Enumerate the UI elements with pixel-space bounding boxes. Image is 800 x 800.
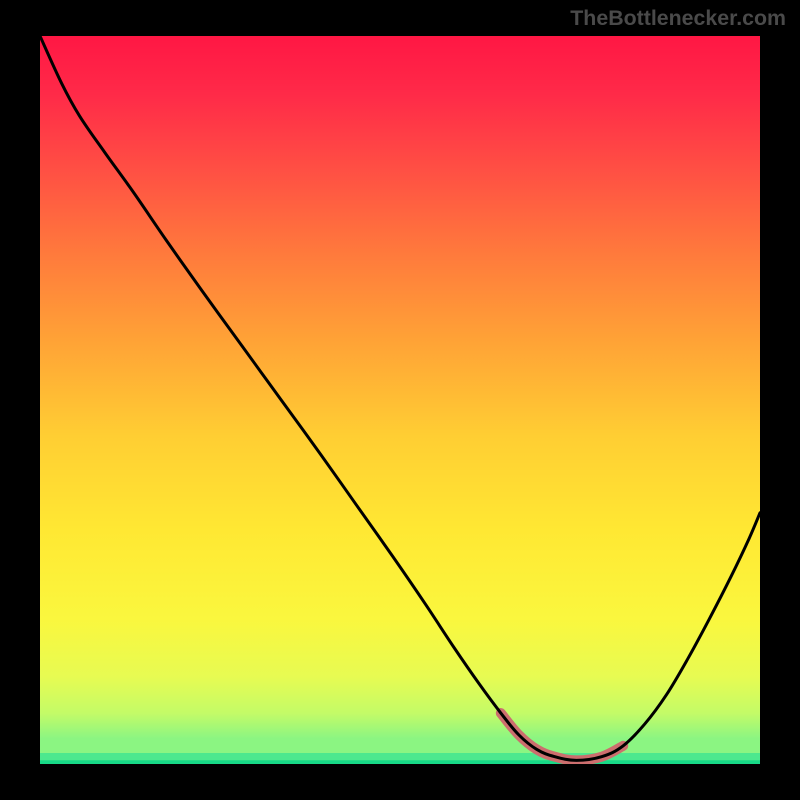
plot-background [40, 36, 760, 764]
watermark-text: TheBottlenecker.com [570, 6, 786, 31]
color-band [40, 739, 760, 754]
bottleneck-curve-chart [40, 36, 760, 764]
chart-container: TheBottlenecker.com [0, 0, 800, 800]
color-band [40, 753, 760, 760]
color-band [40, 760, 760, 764]
